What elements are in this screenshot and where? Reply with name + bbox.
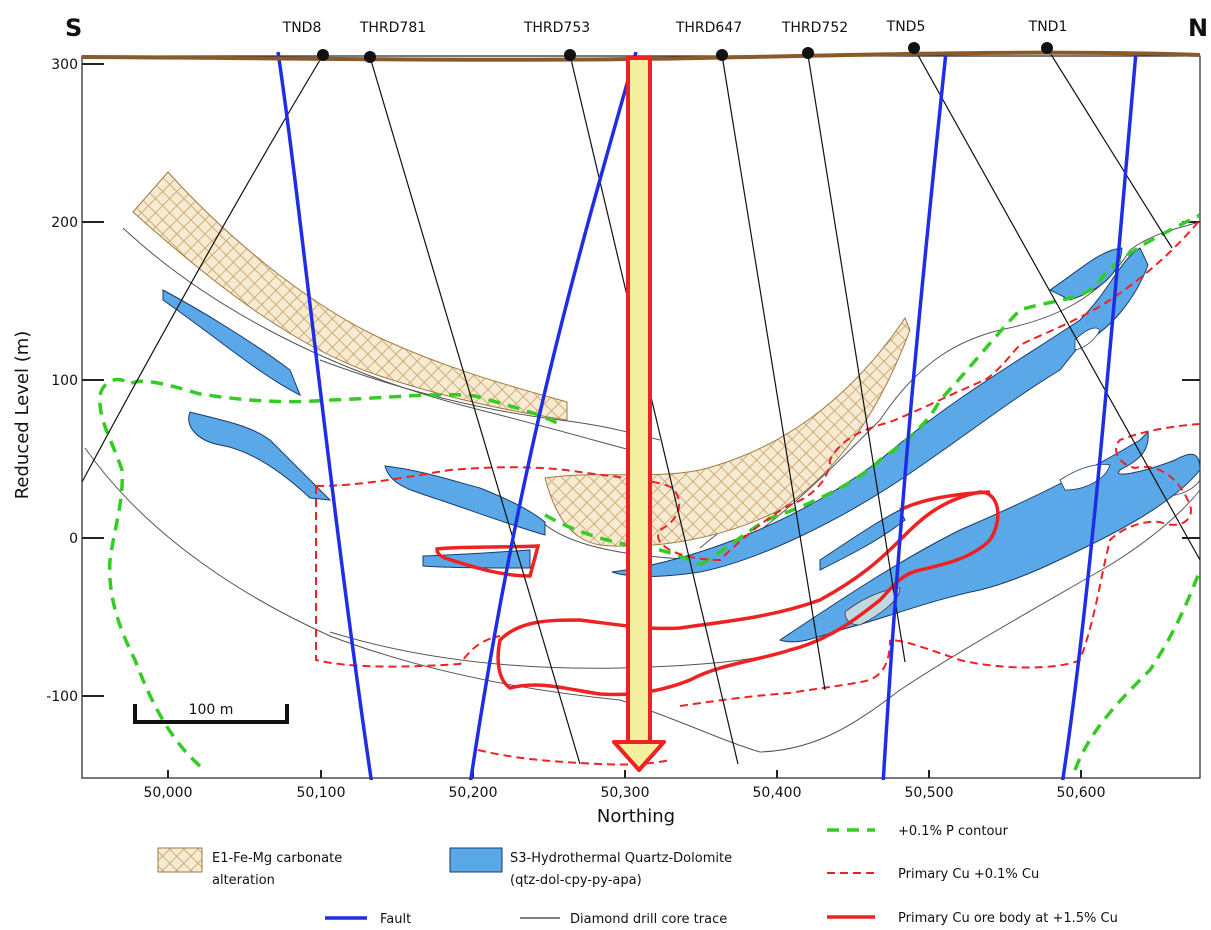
legend-cu-primary-label: Primary Cu +0.1% Cu (898, 867, 1039, 882)
drillhole-label: TND8 (282, 20, 322, 36)
drillhole-label: TND5 (886, 19, 926, 35)
carbonate-alteration-upper (132, 171, 568, 421)
axis-ticks (82, 63, 1200, 778)
primary-cu-contour (315, 219, 1201, 766)
drillhole-label: THRD752 (781, 20, 848, 36)
x-tick-label: 50,600 (1057, 785, 1106, 801)
drill-core-traces (82, 52, 1201, 765)
direction-north: N (1188, 14, 1208, 42)
drillhole-collars (317, 42, 1053, 63)
scale-bar: 100 m (133, 702, 289, 724)
scale-bar-label: 100 m (189, 702, 234, 718)
x-tick-label: 50,300 (601, 785, 650, 801)
legend-p-contour-label: +0.1% P contour (898, 824, 1009, 839)
y-tick-label: -100 (46, 689, 78, 705)
x-tick-label: 50,000 (144, 785, 193, 801)
drillhole-label: THRD781 (359, 20, 426, 36)
legend-carbonate-label-2: alteration (212, 873, 275, 888)
legend-fault-label: Fault (380, 912, 411, 927)
legend-carbonate-swatch (157, 847, 203, 873)
legend-quartz-swatch (449, 847, 503, 873)
x-axis-label: Northing (597, 806, 675, 827)
y-tick-label: 100 (51, 373, 78, 389)
x-tick-labels: 50,000 50,100 50,200 50,300 50,400 50,50… (144, 785, 1106, 801)
legend-carbonate-label-1: E1-Fe-Mg carbonate (212, 851, 342, 866)
x-tick-label: 50,200 (449, 785, 498, 801)
x-tick-label: 50,500 (905, 785, 954, 801)
y-tick-label: 0 (69, 531, 78, 547)
x-tick-label: 50,400 (753, 785, 802, 801)
y-tick-labels: 300 200 100 0 -100 (46, 57, 78, 705)
y-tick-label: 200 (51, 215, 78, 231)
legend-cu-orebody-label: Primary Cu ore body at +1.5% Cu (898, 911, 1118, 926)
legend-quartz-label-2: (qtz-dol-cpy-py-apa) (510, 873, 642, 888)
direction-south: S (65, 14, 82, 42)
drillhole-labels: TND8 THRD781 THRD753 THRD647 THRD752 TND… (282, 19, 1068, 36)
drillhole-label: TND1 (1028, 19, 1068, 35)
legend: E1-Fe-Mg carbonate alteration S3-Hydroth… (157, 824, 1118, 927)
y-axis-label: Reduced Level (m) (12, 331, 33, 500)
legend-drill-label: Diamond drill core trace (570, 912, 727, 927)
drillhole-label: THRD753 (523, 20, 590, 36)
legend-quartz-label-1: S3-Hydrothermal Quartz-Dolomite (510, 851, 732, 866)
x-tick-label: 50,100 (297, 785, 346, 801)
highlight-arrow (612, 56, 666, 772)
y-tick-label: 300 (51, 57, 78, 73)
drillhole-label: THRD647 (675, 20, 742, 36)
fault-lines (276, 52, 1138, 780)
